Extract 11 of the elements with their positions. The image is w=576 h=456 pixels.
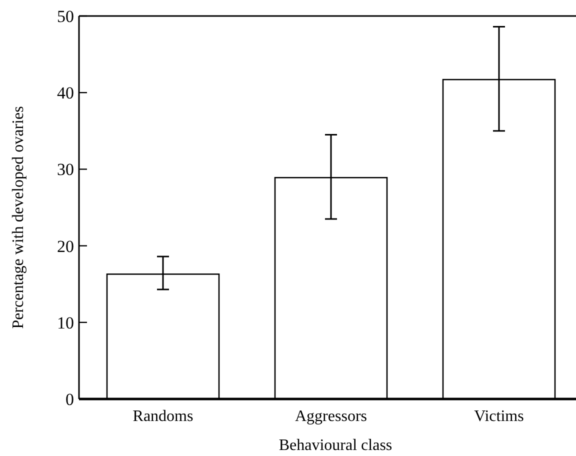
x-tick-label: Victims	[474, 408, 524, 425]
y-tick-label: 20	[57, 236, 74, 256]
y-tick-label: 0	[66, 390, 74, 409]
y-tick-label: 40	[57, 84, 74, 103]
y-tick-label: 50	[57, 6, 74, 26]
y-axis-title: Percentage with developed ovaries	[10, 106, 27, 329]
y-tick-label: 10	[57, 313, 74, 332]
x-tick-label: Aggressors	[295, 408, 367, 425]
x-tick-label: Randoms	[132, 408, 194, 425]
x-axis-title: Behavioural class	[278, 437, 392, 454]
y-tick-label: 30	[57, 160, 74, 180]
